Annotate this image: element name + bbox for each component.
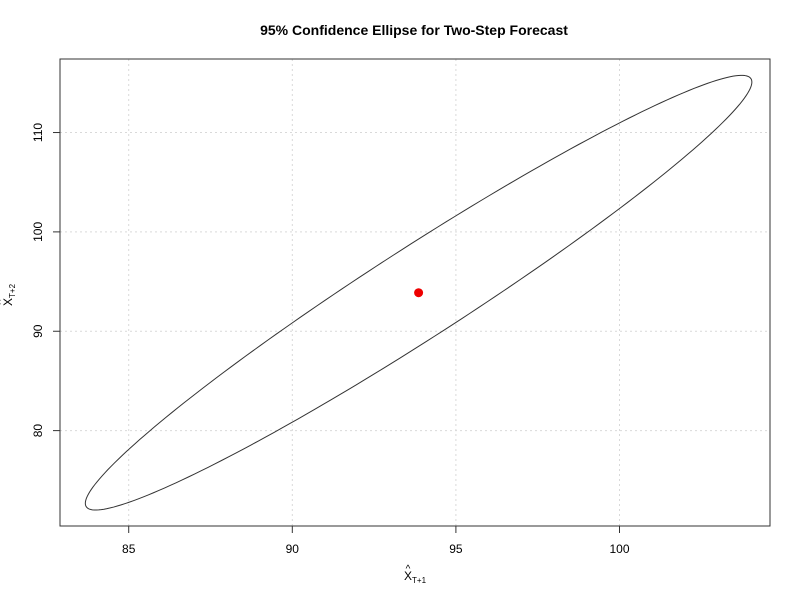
confidence-ellipse: [84, 74, 753, 511]
chart-title: 95% Confidence Ellipse for Two-Step Fore…: [260, 22, 568, 38]
x-axis: 85 90 95 100: [122, 526, 630, 556]
svg-text:XT+2: XT+2: [1, 283, 17, 306]
y-tick-label: 80: [31, 424, 45, 438]
x-tick-label: 95: [449, 542, 463, 556]
y-axis-label-base: X: [1, 298, 15, 306]
y-tick-label: 90: [31, 324, 45, 338]
grid: [60, 59, 770, 526]
x-axis-label-subscript: T+1: [412, 576, 427, 585]
y-tick-label: 100: [31, 222, 45, 242]
x-axis-label-hat: ^: [406, 564, 411, 575]
x-tick-label: 90: [286, 542, 300, 556]
forecast-point: [414, 288, 424, 298]
y-axis-label-hat: ^: [0, 299, 7, 304]
x-axis-label-base: X: [404, 569, 412, 583]
y-tick-label: 110: [31, 123, 45, 142]
plot-box: [59, 58, 771, 527]
y-axis-label-subscript: T+2: [8, 283, 17, 298]
x-tick-label: 100: [609, 542, 629, 556]
y-axis: 80 90 100 110: [31, 123, 60, 438]
x-axis-label: XT+1 ^: [404, 564, 427, 585]
svg-text:XT+1: XT+1: [404, 569, 427, 585]
x-tick-label: 85: [122, 542, 136, 556]
y-axis-label: XT+2 ^: [0, 283, 17, 306]
